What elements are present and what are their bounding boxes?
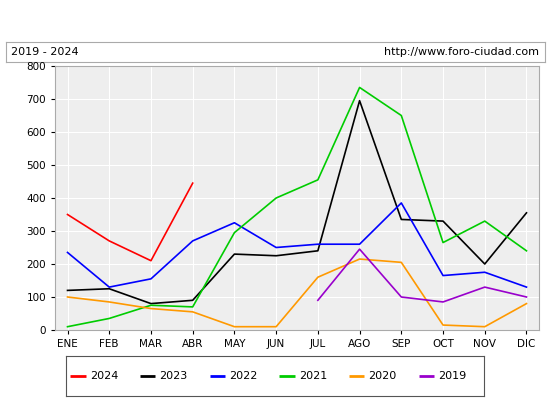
- Text: 2019 - 2024: 2019 - 2024: [11, 47, 79, 57]
- Text: 2022: 2022: [229, 371, 257, 381]
- Text: 2019: 2019: [438, 371, 466, 381]
- Text: http://www.foro-ciudad.com: http://www.foro-ciudad.com: [384, 47, 539, 57]
- Text: 2021: 2021: [299, 371, 327, 381]
- Text: 2020: 2020: [368, 371, 397, 381]
- Text: Evolucion Nº Turistas Nacionales en el municipio de El Bohodón: Evolucion Nº Turistas Nacionales en el m…: [63, 14, 487, 28]
- Text: 2024: 2024: [90, 371, 118, 381]
- Text: 2023: 2023: [160, 371, 188, 381]
